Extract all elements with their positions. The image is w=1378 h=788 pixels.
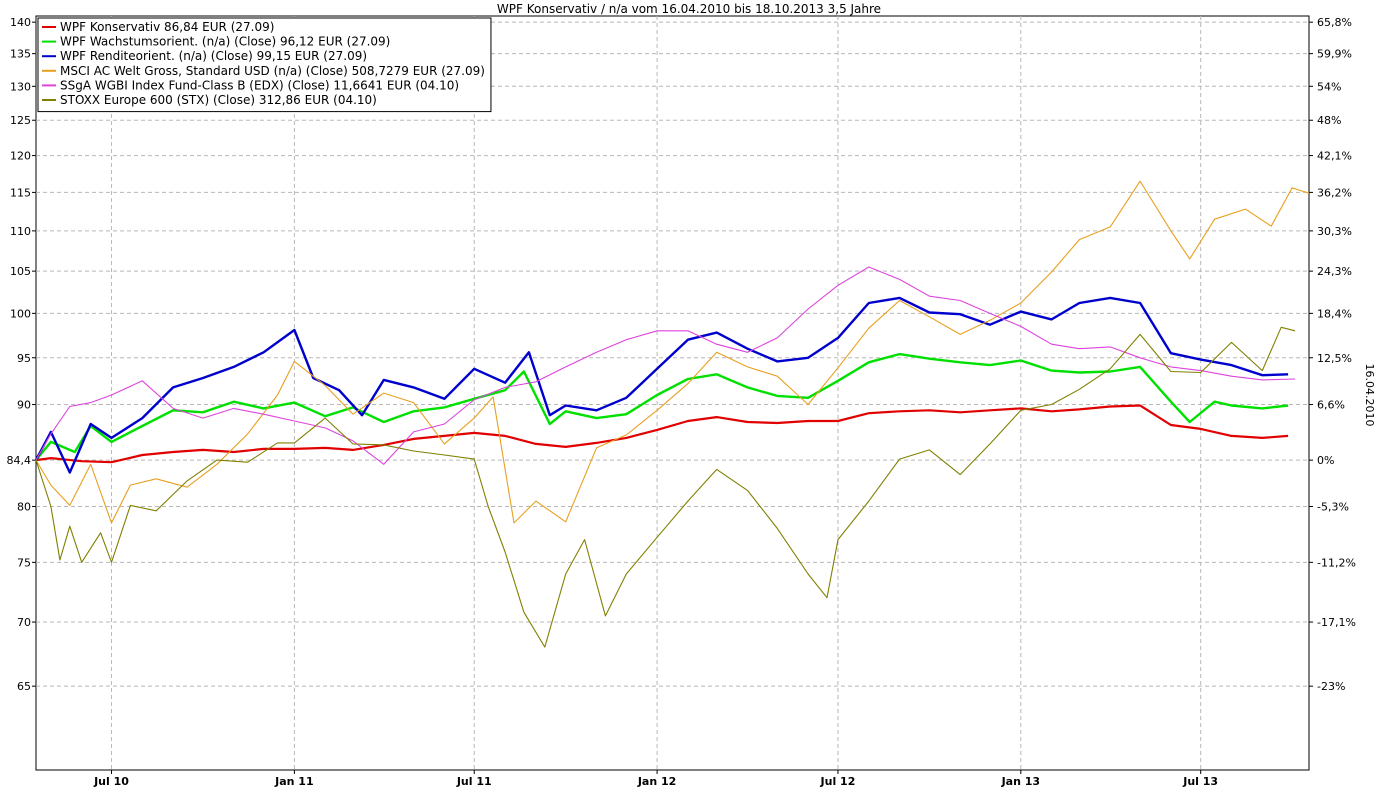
series-line-6 [35, 326, 1296, 648]
x-tick-label: Jan 11 [274, 775, 313, 788]
right-tick-label: 65,8% [1317, 16, 1352, 29]
left-tick-label: 80 [17, 500, 31, 513]
right-tick-label: 30,3% [1317, 225, 1352, 238]
legend-entry: WPF Wachstumsorient. (n/a) (Close) 96,12… [60, 35, 390, 49]
left-tick-label: 84,4 [7, 454, 32, 467]
left-tick-label: 125 [10, 114, 31, 127]
left-tick-label: 120 [10, 150, 31, 163]
legend-entry: SSgA WGBI Index Fund-Class B (EDX) (Clos… [60, 78, 459, 92]
series-line-1 [35, 404, 1289, 464]
left-tick-label: 110 [10, 225, 31, 238]
right-tick-label: 48% [1317, 114, 1341, 127]
legend-box [37, 17, 492, 113]
left-tick-label: 115 [10, 186, 31, 199]
right-tick-label: 59,9% [1317, 48, 1352, 61]
left-tick-label: 140 [10, 16, 31, 29]
legend-entry: MSCI AC Welt Gross, Standard USD (n/a) (… [60, 64, 485, 78]
right-tick-label: -23% [1317, 680, 1345, 693]
x-tick-label: Jul 12 [820, 775, 856, 788]
axis-ticks: 140 65,8% 135 59,9% 130 54% 125 48% 120 42,1% 115 3… [7, 16, 1356, 788]
left-tick-label: 70 [17, 616, 31, 629]
chart-title: WPF Konservativ / n/a vom 16.04.2010 bis… [497, 2, 881, 16]
right-tick-label: 24,3% [1317, 265, 1352, 278]
left-tick-label: 75 [17, 556, 31, 569]
left-tick-label: 100 [10, 307, 31, 320]
x-tick-label: Jul 13 [1182, 775, 1218, 788]
series-line-2 [35, 352, 1289, 461]
x-tick-label: Jul 10 [93, 775, 129, 788]
right-tick-label: 36,2% [1317, 186, 1352, 199]
left-tick-label: 90 [17, 399, 31, 412]
legend-entry: STOXX Europe 600 (STX) (Close) 312,86 EU… [60, 93, 377, 107]
right-tick-label: -11,2% [1317, 556, 1356, 569]
right-tick-label: 6,6% [1317, 399, 1345, 412]
right-axis-date-label: 16.04.2010 [1363, 364, 1376, 427]
legend: WPF Konservativ 86,84 EUR (27.09)WPF Wac… [37, 17, 492, 113]
left-tick-label: 65 [17, 680, 31, 693]
left-tick-label: 105 [10, 265, 31, 278]
legend-entry: WPF Renditeorient. (n/a) (Close) 99,15 E… [60, 49, 367, 63]
left-tick-label: 95 [17, 352, 31, 365]
right-tick-label: -5,3% [1317, 500, 1349, 513]
right-tick-label: -17,1% [1317, 616, 1356, 629]
right-tick-label: 18,4% [1317, 307, 1352, 320]
gridlines [36, 16, 1309, 770]
plot-area [35, 15, 1310, 771]
legend-entry: WPF Konservativ 86,84 EUR (27.09) [60, 20, 274, 34]
series-line-3 [34, 296, 1289, 474]
x-tick-label: Jan 12 [637, 775, 676, 788]
series-line-4 [35, 180, 1310, 524]
series-line-5 [35, 266, 1296, 465]
x-tick-label: Jan 13 [1001, 775, 1040, 788]
x-tick-label: Jul 11 [456, 775, 492, 788]
series-lines [34, 180, 1310, 648]
right-tick-label: 0% [1317, 454, 1334, 467]
right-tick-label: 54% [1317, 80, 1341, 93]
right-tick-label: 42,1% [1317, 150, 1352, 163]
left-tick-label: 130 [10, 80, 31, 93]
right-tick-label: 12,5% [1317, 352, 1352, 365]
left-tick-label: 135 [10, 48, 31, 61]
